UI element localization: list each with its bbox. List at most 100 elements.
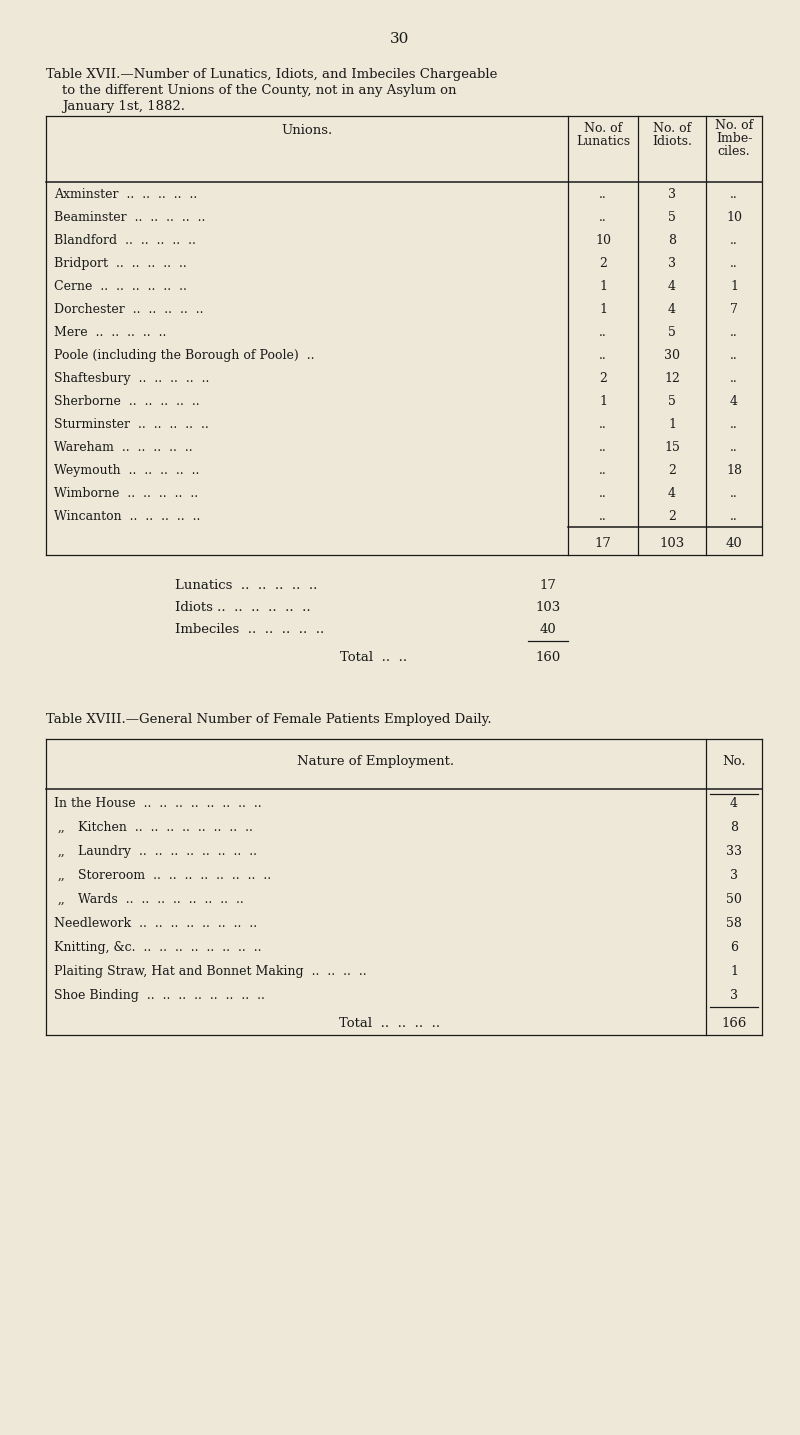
Text: Plaiting Straw, Hat and Bonnet Making  ..  ..  ..  ..: Plaiting Straw, Hat and Bonnet Making ..… [54, 964, 366, 979]
Text: 166: 166 [722, 1017, 746, 1030]
Text: Bridport  ..  ..  ..  ..  ..: Bridport .. .. .. .. .. [54, 257, 186, 270]
Text: Unions.: Unions. [282, 123, 333, 136]
Text: 30: 30 [390, 32, 410, 46]
Text: ..: .. [730, 188, 738, 201]
Text: ..: .. [730, 234, 738, 247]
Text: Shoe Binding  ..  ..  ..  ..  ..  ..  ..  ..: Shoe Binding .. .. .. .. .. .. .. .. [54, 989, 265, 1002]
Text: 160: 160 [535, 651, 561, 664]
Text: ..: .. [730, 486, 738, 499]
Text: No. of: No. of [653, 122, 691, 135]
Text: Needlework  ..  ..  ..  ..  ..  ..  ..  ..: Needlework .. .. .. .. .. .. .. .. [54, 917, 257, 930]
Text: ciles.: ciles. [718, 145, 750, 158]
Text: Storeroom  ..  ..  ..  ..  ..  ..  ..  ..: Storeroom .. .. .. .. .. .. .. .. [78, 870, 271, 883]
Text: 12: 12 [664, 372, 680, 385]
Text: ..: .. [599, 486, 607, 499]
Text: 17: 17 [539, 578, 557, 593]
Text: Total  ..  ..: Total .. .. [340, 651, 407, 664]
Text: 3: 3 [730, 989, 738, 1002]
Text: Nature of Employment.: Nature of Employment. [298, 755, 454, 768]
Text: 4: 4 [730, 395, 738, 408]
Text: 10: 10 [726, 211, 742, 224]
Text: Knitting, &c.  ..  ..  ..  ..  ..  ..  ..  ..: Knitting, &c. .. .. .. .. .. .. .. .. [54, 941, 262, 954]
Text: No.: No. [722, 755, 746, 768]
Text: 1: 1 [599, 395, 607, 408]
Text: ..: .. [599, 509, 607, 522]
Text: 40: 40 [540, 623, 556, 636]
Text: 2: 2 [668, 509, 676, 522]
Text: Kitchen  ..  ..  ..  ..  ..  ..  ..  ..: Kitchen .. .. .. .. .. .. .. .. [78, 821, 253, 834]
Text: No. of: No. of [584, 122, 622, 135]
Text: Cerne  ..  ..  ..  ..  ..  ..: Cerne .. .. .. .. .. .. [54, 280, 187, 293]
Text: Idiots.: Idiots. [652, 135, 692, 148]
Text: Idiots ..  ..  ..  ..  ..  ..: Idiots .. .. .. .. .. .. [175, 601, 310, 614]
Text: 10: 10 [595, 234, 611, 247]
Text: 6: 6 [730, 941, 738, 954]
Text: to the different Unions of the County, not in any Asylum on: to the different Unions of the County, n… [62, 85, 457, 98]
Text: ..: .. [730, 509, 738, 522]
Text: Laundry  ..  ..  ..  ..  ..  ..  ..  ..: Laundry .. .. .. .. .. .. .. .. [78, 845, 257, 858]
Text: 4: 4 [668, 280, 676, 293]
Text: 4: 4 [668, 486, 676, 499]
Text: 4: 4 [668, 303, 676, 316]
Text: In the House  ..  ..  ..  ..  ..  ..  ..  ..: In the House .. .. .. .. .. .. .. .. [54, 796, 262, 809]
Text: Wincanton  ..  ..  ..  ..  ..: Wincanton .. .. .. .. .. [54, 509, 200, 522]
Text: Dorchester  ..  ..  ..  ..  ..: Dorchester .. .. .. .. .. [54, 303, 203, 316]
Text: 17: 17 [594, 537, 611, 550]
Text: ,,: ,, [58, 893, 66, 905]
Text: Total  ..  ..  ..  ..: Total .. .. .. .. [339, 1017, 441, 1030]
Text: Wareham  ..  ..  ..  ..  ..: Wareham .. .. .. .. .. [54, 441, 193, 453]
Text: ..: .. [730, 349, 738, 362]
Text: Axminster  ..  ..  ..  ..  ..: Axminster .. .. .. .. .. [54, 188, 198, 201]
Text: Beaminster  ..  ..  ..  ..  ..: Beaminster .. .. .. .. .. [54, 211, 206, 224]
Text: 7: 7 [730, 303, 738, 316]
Text: ,,: ,, [58, 845, 66, 858]
Text: Table XVIII.—General Number of Female Patients Employed Daily.: Table XVIII.—General Number of Female Pa… [46, 713, 492, 726]
Text: 40: 40 [726, 537, 742, 550]
Text: 1: 1 [668, 418, 676, 430]
Text: Sturminster  ..  ..  ..  ..  ..: Sturminster .. .. .. .. .. [54, 418, 209, 430]
Text: Sherborne  ..  ..  ..  ..  ..: Sherborne .. .. .. .. .. [54, 395, 200, 408]
Text: 33: 33 [726, 845, 742, 858]
Text: 15: 15 [664, 441, 680, 453]
Text: Table XVII.—Number of Lunatics, Idiots, and Imbeciles Chargeable: Table XVII.—Number of Lunatics, Idiots, … [46, 67, 498, 80]
Text: No. of: No. of [715, 119, 753, 132]
Text: 58: 58 [726, 917, 742, 930]
Text: ..: .. [599, 441, 607, 453]
Text: Shaftesbury  ..  ..  ..  ..  ..: Shaftesbury .. .. .. .. .. [54, 372, 210, 385]
Text: Poole (including the Borough of Poole)  ..: Poole (including the Borough of Poole) .… [54, 349, 314, 362]
Text: 4: 4 [730, 796, 738, 809]
Text: 103: 103 [659, 537, 685, 550]
Text: 8: 8 [668, 234, 676, 247]
Text: 5: 5 [668, 211, 676, 224]
Text: 5: 5 [668, 395, 676, 408]
Text: ,,: ,, [58, 870, 66, 883]
Text: Wards  ..  ..  ..  ..  ..  ..  ..  ..: Wards .. .. .. .. .. .. .. .. [78, 893, 244, 905]
Text: 1: 1 [599, 303, 607, 316]
Text: 8: 8 [730, 821, 738, 834]
Text: Imbe-: Imbe- [716, 132, 752, 145]
Text: 5: 5 [668, 326, 676, 339]
Text: ..: .. [730, 441, 738, 453]
Text: ..: .. [599, 326, 607, 339]
Text: 1: 1 [730, 964, 738, 979]
Text: ..: .. [730, 372, 738, 385]
Text: ..: .. [730, 326, 738, 339]
Text: ..: .. [730, 257, 738, 270]
Text: Wimborne  ..  ..  ..  ..  ..: Wimborne .. .. .. .. .. [54, 486, 198, 499]
Text: 3: 3 [730, 870, 738, 883]
Text: Lunatics  ..  ..  ..  ..  ..: Lunatics .. .. .. .. .. [175, 578, 318, 593]
Text: 1: 1 [599, 280, 607, 293]
Text: ,,: ,, [58, 821, 66, 834]
Text: ..: .. [599, 464, 607, 476]
Text: Weymouth  ..  ..  ..  ..  ..: Weymouth .. .. .. .. .. [54, 464, 199, 476]
Text: 1: 1 [730, 280, 738, 293]
Text: ..: .. [599, 418, 607, 430]
Text: ..: .. [599, 211, 607, 224]
Text: 3: 3 [668, 188, 676, 201]
Text: 50: 50 [726, 893, 742, 905]
Text: Mere  ..  ..  ..  ..  ..: Mere .. .. .. .. .. [54, 326, 166, 339]
Text: 2: 2 [599, 257, 607, 270]
Text: 103: 103 [535, 601, 561, 614]
Text: 3: 3 [668, 257, 676, 270]
Text: Imbeciles  ..  ..  ..  ..  ..: Imbeciles .. .. .. .. .. [175, 623, 324, 636]
